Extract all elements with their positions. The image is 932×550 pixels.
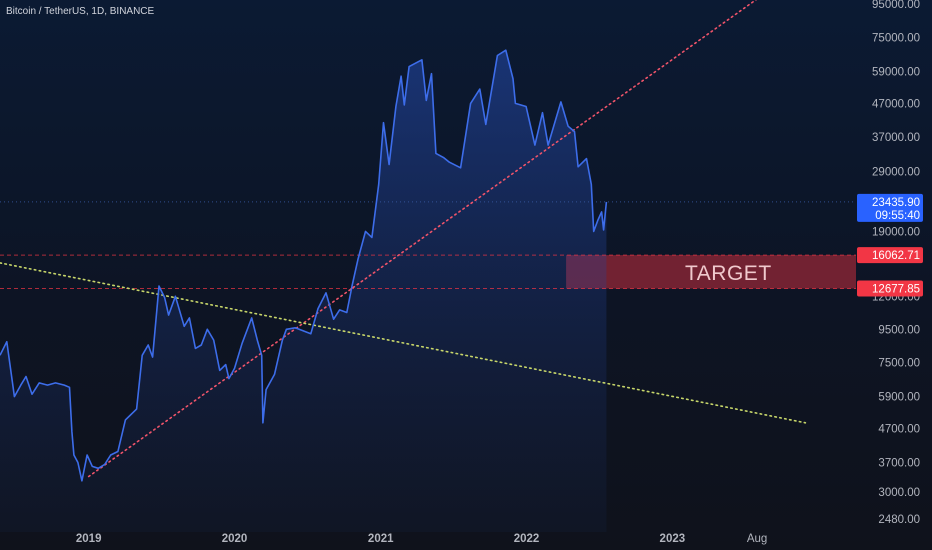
price-area xyxy=(0,50,607,532)
y-tick-label: 37000.00 xyxy=(872,132,920,144)
current-price-tag xyxy=(857,193,923,222)
symbol-title: Bitcoin / TetherUS, 1D, BINANCE xyxy=(6,6,155,17)
y-tick-label: 47000.00 xyxy=(872,98,920,110)
y-tick-label: 95000.00 xyxy=(872,0,920,11)
level-value: 16062.71 xyxy=(872,250,920,262)
x-tick-label: Aug xyxy=(747,533,767,545)
x-tick-label: 2020 xyxy=(222,533,248,545)
x-tick-label: 2023 xyxy=(660,533,686,545)
y-tick-label: 2480.00 xyxy=(878,514,920,526)
y-tick-label: 4700.00 xyxy=(878,424,920,436)
resistance-trendline[interactable] xyxy=(0,262,807,424)
level-value: 12677.85 xyxy=(872,284,920,296)
y-tick-label: 3700.00 xyxy=(878,457,920,469)
y-tick-label: 9500.00 xyxy=(878,324,920,336)
x-tick-label: 2021 xyxy=(368,533,394,545)
y-tick-label: 7500.00 xyxy=(878,358,920,370)
price-line[interactable] xyxy=(0,49,608,482)
y-tick-label: 29000.00 xyxy=(872,167,920,179)
level-tag-1 xyxy=(857,280,923,297)
x-tick-label: 2019 xyxy=(76,533,102,545)
y-tick-label: 3000.00 xyxy=(878,487,920,499)
level-tag-0 xyxy=(857,247,923,264)
support-trendline[interactable] xyxy=(87,0,779,478)
bar-countdown: 09:55:40 xyxy=(875,210,920,222)
current-price-value: 23435.90 xyxy=(872,197,920,209)
y-tick-label: 75000.00 xyxy=(872,32,920,44)
x-tick-label: 2022 xyxy=(514,533,540,545)
y-tick-label: 59000.00 xyxy=(872,66,920,78)
target-zone xyxy=(566,255,856,289)
target-label: TARGET xyxy=(685,262,772,285)
y-tick-label: 5900.00 xyxy=(878,392,920,404)
y-tick-label: 19000.00 xyxy=(872,226,920,238)
